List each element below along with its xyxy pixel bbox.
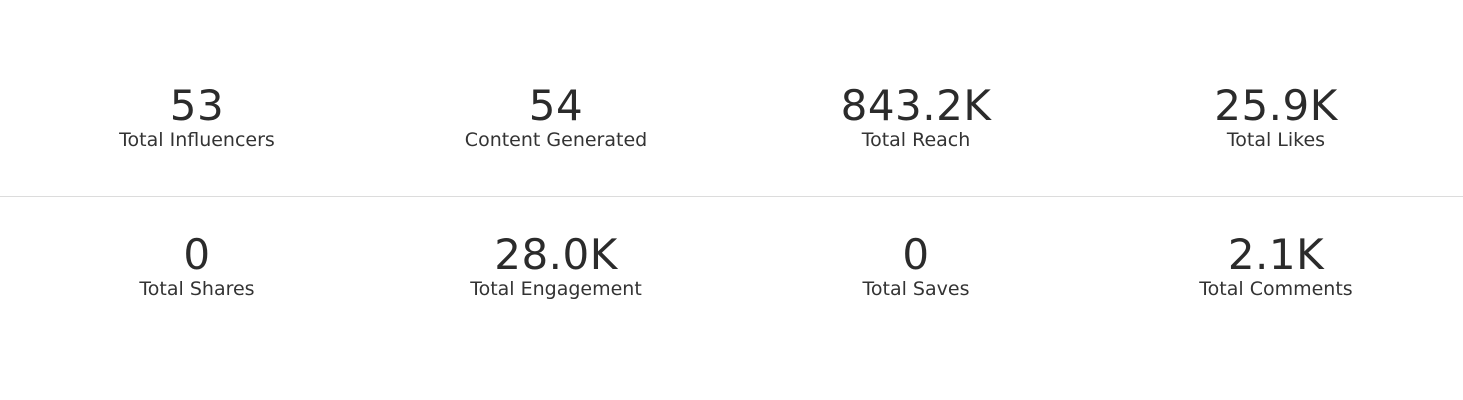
- stats-row-top: 53 Total Influencers 54 Content Generate…: [0, 78, 1463, 188]
- stat-value: 0: [902, 230, 930, 279]
- stat-label: Total Shares: [139, 278, 255, 300]
- stat-total-reach: 843.2K Total Reach: [766, 78, 1066, 152]
- stat-label: Total Engagement: [470, 278, 642, 300]
- stat-value: 25.9K: [1214, 81, 1338, 130]
- stat-label: Total Likes: [1226, 129, 1326, 151]
- stat-content-generated: 54 Content Generated: [406, 78, 706, 152]
- stats-row-bottom: 0 Total Shares 28.0K Total Engagement 0 …: [0, 227, 1463, 337]
- stat-label: Total Saves: [862, 278, 970, 300]
- stat-total-comments: 2.1K Total Comments: [1126, 227, 1426, 301]
- stat-value: 2.1K: [1227, 230, 1325, 279]
- stat-label: Total Comments: [1199, 278, 1353, 300]
- stat-label: Total Reach: [861, 129, 971, 151]
- stat-total-influencers: 53 Total Influencers: [47, 78, 347, 152]
- stat-label: Content Generated: [464, 129, 648, 151]
- stat-total-shares: 0 Total Shares: [47, 227, 347, 301]
- stat-value: 54: [528, 81, 584, 130]
- stat-total-saves: 0 Total Saves: [766, 227, 1066, 301]
- stat-value: 843.2K: [840, 81, 992, 130]
- stat-total-engagement: 28.0K Total Engagement: [406, 227, 706, 301]
- stat-value: 28.0K: [494, 230, 618, 279]
- stat-total-likes: 25.9K Total Likes: [1126, 78, 1426, 152]
- stat-value: 53: [169, 81, 225, 130]
- row-divider: [0, 196, 1463, 197]
- stat-value: 0: [183, 230, 211, 279]
- stat-label: Total Influencers: [119, 129, 275, 151]
